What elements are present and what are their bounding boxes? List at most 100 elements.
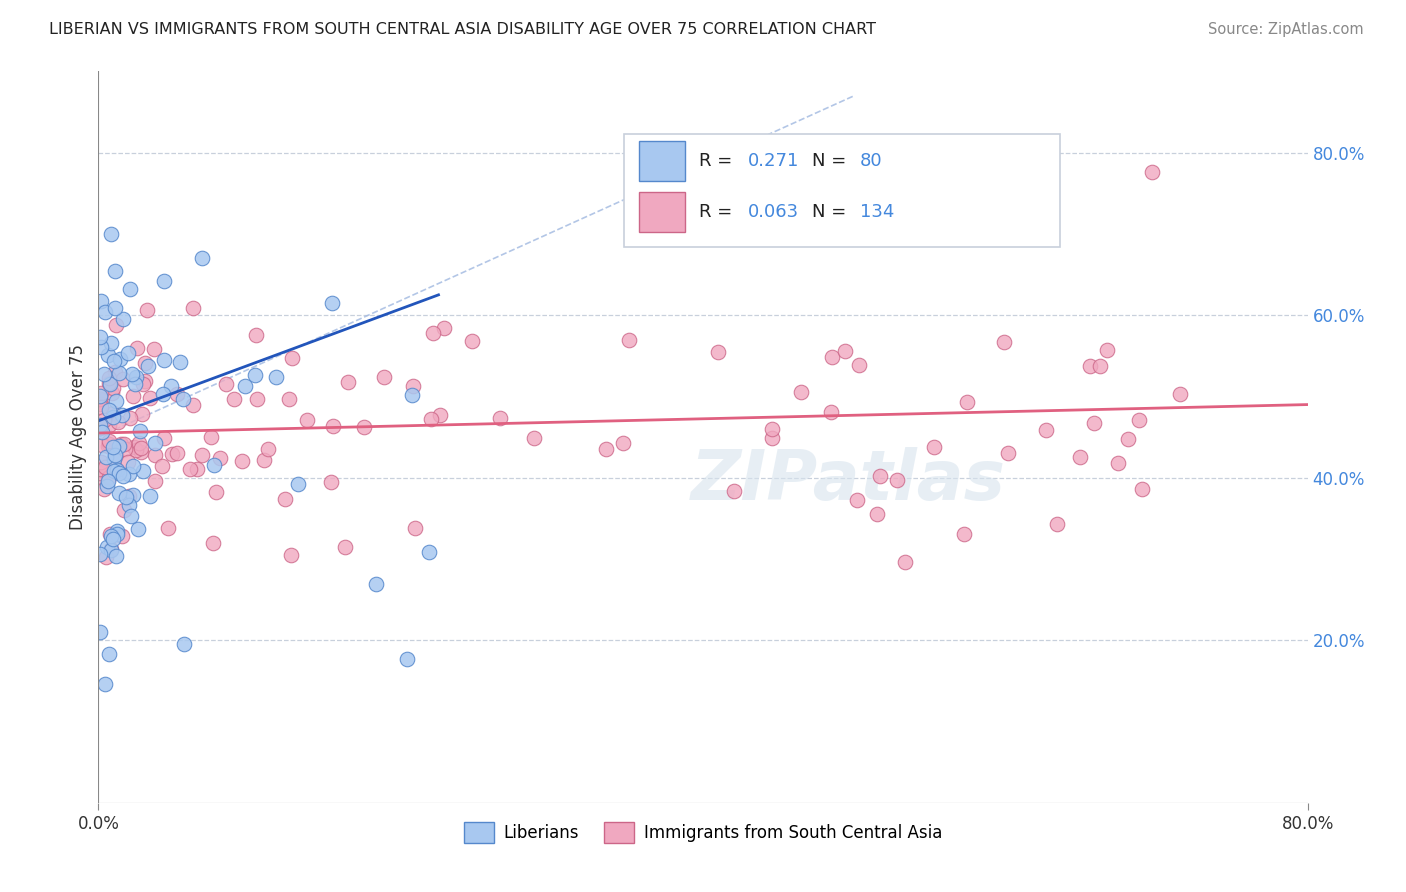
Text: Source: ZipAtlas.com: Source: ZipAtlas.com [1208, 22, 1364, 37]
Point [107, 485, 129, 500]
Point [94, 676, 117, 690]
Point [202, 535, 225, 549]
Point [243, 368, 266, 383]
Point [353, 420, 375, 434]
Point [364, 576, 387, 591]
Point [89, 547, 111, 561]
Point [110, 408, 132, 422]
Point [93, 460, 115, 475]
Point [89, 421, 111, 435]
Point [433, 321, 456, 335]
Point [143, 342, 166, 356]
Point [98, 376, 121, 391]
Point [120, 509, 142, 524]
Point [118, 281, 141, 295]
Point [89, 625, 111, 640]
Point [845, 492, 868, 507]
Point [134, 356, 156, 370]
Point [761, 431, 783, 445]
Point [120, 410, 142, 425]
Point [172, 392, 194, 407]
Point [723, 483, 745, 498]
Point [118, 489, 141, 503]
Point [127, 522, 149, 536]
Point [274, 491, 297, 506]
Point [295, 413, 318, 427]
Point [103, 410, 125, 425]
Point [128, 424, 150, 438]
FancyBboxPatch shape [638, 141, 685, 181]
Point [153, 352, 176, 367]
Point [1107, 456, 1129, 470]
Point [118, 498, 141, 512]
Point [422, 326, 444, 341]
Point [821, 351, 844, 365]
Point [1046, 517, 1069, 532]
Text: R =: R = [699, 152, 738, 170]
Point [103, 464, 125, 478]
Point [89, 389, 111, 403]
Point [97, 434, 120, 449]
Point [152, 274, 174, 288]
Y-axis label: Disability Age Over 75: Disability Age Over 75 [69, 344, 87, 530]
FancyBboxPatch shape [638, 192, 685, 232]
Point [143, 474, 166, 488]
Point [90, 385, 112, 400]
Point [1142, 165, 1164, 179]
Point [173, 637, 195, 651]
Text: R =: R = [699, 203, 738, 221]
Point [93, 305, 115, 319]
Point [117, 346, 139, 360]
Point [820, 404, 842, 418]
Point [107, 415, 129, 429]
Point [90, 400, 112, 414]
Point [209, 451, 232, 466]
Point [617, 334, 640, 348]
Point [96, 549, 118, 564]
Point [97, 648, 120, 662]
Point [91, 437, 114, 451]
Point [1083, 416, 1105, 430]
Point [104, 264, 127, 278]
Point [429, 409, 451, 423]
Point [104, 366, 127, 380]
Point [150, 458, 173, 473]
Point [90, 462, 112, 476]
Point [266, 369, 288, 384]
Point [112, 312, 135, 326]
Point [108, 352, 131, 367]
Point [205, 485, 228, 500]
Point [160, 379, 183, 393]
Point [103, 461, 125, 475]
Point [160, 447, 183, 461]
Point [127, 341, 149, 355]
Point [322, 419, 344, 434]
Text: ZIPatlas: ZIPatlas [690, 448, 1005, 515]
Point [107, 366, 129, 380]
Text: N =: N = [811, 152, 852, 170]
Point [93, 367, 115, 381]
Point [89, 471, 111, 485]
Point [89, 329, 111, 343]
Point [461, 334, 484, 348]
Point [132, 376, 155, 391]
Point [122, 440, 145, 454]
Point [97, 439, 120, 453]
Point [97, 348, 120, 362]
Point [866, 507, 889, 521]
Point [100, 542, 122, 557]
Point [848, 358, 870, 372]
Point [103, 406, 125, 420]
Point [166, 386, 188, 401]
Point [894, 555, 917, 569]
Point [121, 367, 143, 381]
Point [96, 541, 118, 555]
Point [200, 430, 222, 444]
Point [179, 462, 201, 476]
Point [156, 521, 179, 535]
Point [100, 542, 122, 557]
Point [105, 463, 128, 477]
Point [90, 455, 112, 469]
Point [112, 371, 135, 385]
Point [100, 529, 122, 543]
